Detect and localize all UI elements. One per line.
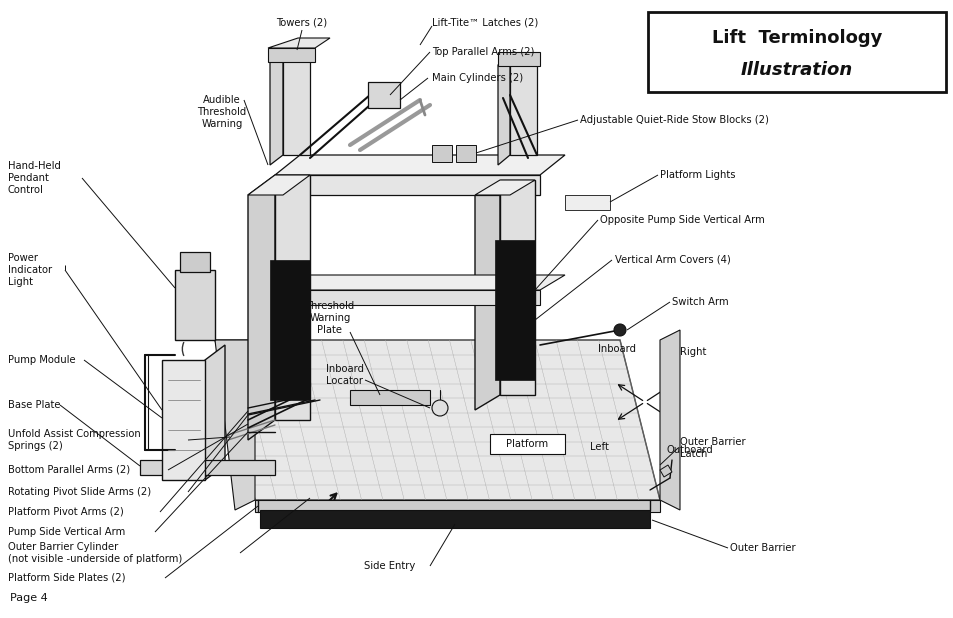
Polygon shape (564, 195, 609, 210)
Text: Inboard: Inboard (598, 344, 636, 354)
Text: Bottom Parallel Arms (2): Bottom Parallel Arms (2) (8, 465, 130, 475)
Text: Base Plate: Base Plate (8, 400, 60, 410)
Text: Audible
Threshold
Warning: Audible Threshold Warning (197, 95, 247, 129)
Text: Side Entry: Side Entry (364, 561, 416, 571)
Text: Illustration: Illustration (740, 61, 852, 78)
Polygon shape (274, 290, 539, 305)
Text: Left: Left (589, 442, 608, 452)
Text: Hand-Held
Pendant
Control: Hand-Held Pendant Control (8, 161, 61, 195)
Text: Platform: Platform (505, 439, 547, 449)
Polygon shape (248, 175, 310, 195)
Polygon shape (432, 145, 452, 162)
Text: Opposite Pump Side Vertical Arm: Opposite Pump Side Vertical Arm (599, 215, 764, 225)
Polygon shape (495, 240, 535, 380)
Text: Unfold Assist Compression
Springs (2): Unfold Assist Compression Springs (2) (8, 429, 141, 451)
Polygon shape (248, 175, 274, 440)
Bar (647, 12, 945, 92)
Text: Outer Barrier
Latch: Outer Barrier Latch (679, 437, 745, 459)
Polygon shape (659, 330, 679, 510)
Polygon shape (140, 460, 274, 475)
Polygon shape (162, 360, 205, 480)
Bar (490, 434, 564, 454)
Polygon shape (456, 145, 476, 162)
Polygon shape (274, 275, 564, 290)
Polygon shape (274, 175, 539, 195)
Circle shape (432, 400, 448, 416)
Text: Lift-Tite™ Latches (2): Lift-Tite™ Latches (2) (432, 17, 537, 27)
Text: Outer Barrier Cylinder
(not visible -underside of platform): Outer Barrier Cylinder (not visible -und… (8, 542, 182, 564)
Polygon shape (283, 50, 310, 155)
Text: Outer Barrier: Outer Barrier (729, 543, 795, 553)
Text: Page 4: Page 4 (10, 593, 48, 603)
Polygon shape (475, 180, 535, 195)
Text: Top Parallel Arms (2): Top Parallel Arms (2) (432, 47, 534, 57)
Text: Platform Side Plates (2): Platform Side Plates (2) (8, 573, 126, 583)
Polygon shape (205, 345, 225, 480)
Text: Pump Module: Pump Module (8, 355, 75, 365)
Polygon shape (475, 180, 499, 410)
Polygon shape (368, 82, 399, 108)
Text: Power
Indicator
Light: Power Indicator Light (8, 253, 52, 287)
Text: Lift  Terminology: Lift Terminology (711, 30, 882, 48)
Polygon shape (499, 180, 535, 395)
Polygon shape (274, 155, 564, 175)
Polygon shape (214, 340, 659, 500)
Text: Platform Pivot Arms (2): Platform Pivot Arms (2) (8, 507, 124, 517)
Polygon shape (274, 175, 310, 420)
Polygon shape (268, 48, 314, 62)
Polygon shape (254, 500, 659, 512)
Text: Switch Arm: Switch Arm (671, 297, 728, 307)
Polygon shape (260, 510, 649, 528)
Text: Right: Right (679, 347, 705, 357)
Text: Threshold
Warning
Plate: Threshold Warning Plate (305, 302, 355, 334)
Polygon shape (180, 252, 210, 272)
Polygon shape (214, 340, 254, 510)
Polygon shape (350, 390, 430, 405)
Text: Adjustable Quiet-Ride Stow Blocks (2): Adjustable Quiet-Ride Stow Blocks (2) (579, 115, 768, 125)
Polygon shape (270, 260, 310, 400)
Text: Main Cylinders (2): Main Cylinders (2) (432, 73, 522, 83)
Text: Pump Side Vertical Arm: Pump Side Vertical Arm (8, 527, 125, 537)
Polygon shape (510, 55, 537, 155)
Text: Rotating Pivot Slide Arms (2): Rotating Pivot Slide Arms (2) (8, 487, 151, 497)
Polygon shape (270, 50, 283, 165)
Text: Vertical Arm Covers (4): Vertical Arm Covers (4) (615, 255, 730, 265)
Polygon shape (268, 38, 330, 48)
Text: Towers (2): Towers (2) (276, 17, 327, 27)
Polygon shape (497, 52, 539, 66)
Polygon shape (497, 55, 510, 165)
Polygon shape (174, 270, 214, 340)
Text: Inboard
Locator: Inboard Locator (326, 364, 364, 386)
Polygon shape (659, 465, 671, 477)
Circle shape (614, 324, 625, 336)
Text: Platform Lights: Platform Lights (659, 170, 735, 180)
Text: Outboard: Outboard (666, 445, 713, 455)
